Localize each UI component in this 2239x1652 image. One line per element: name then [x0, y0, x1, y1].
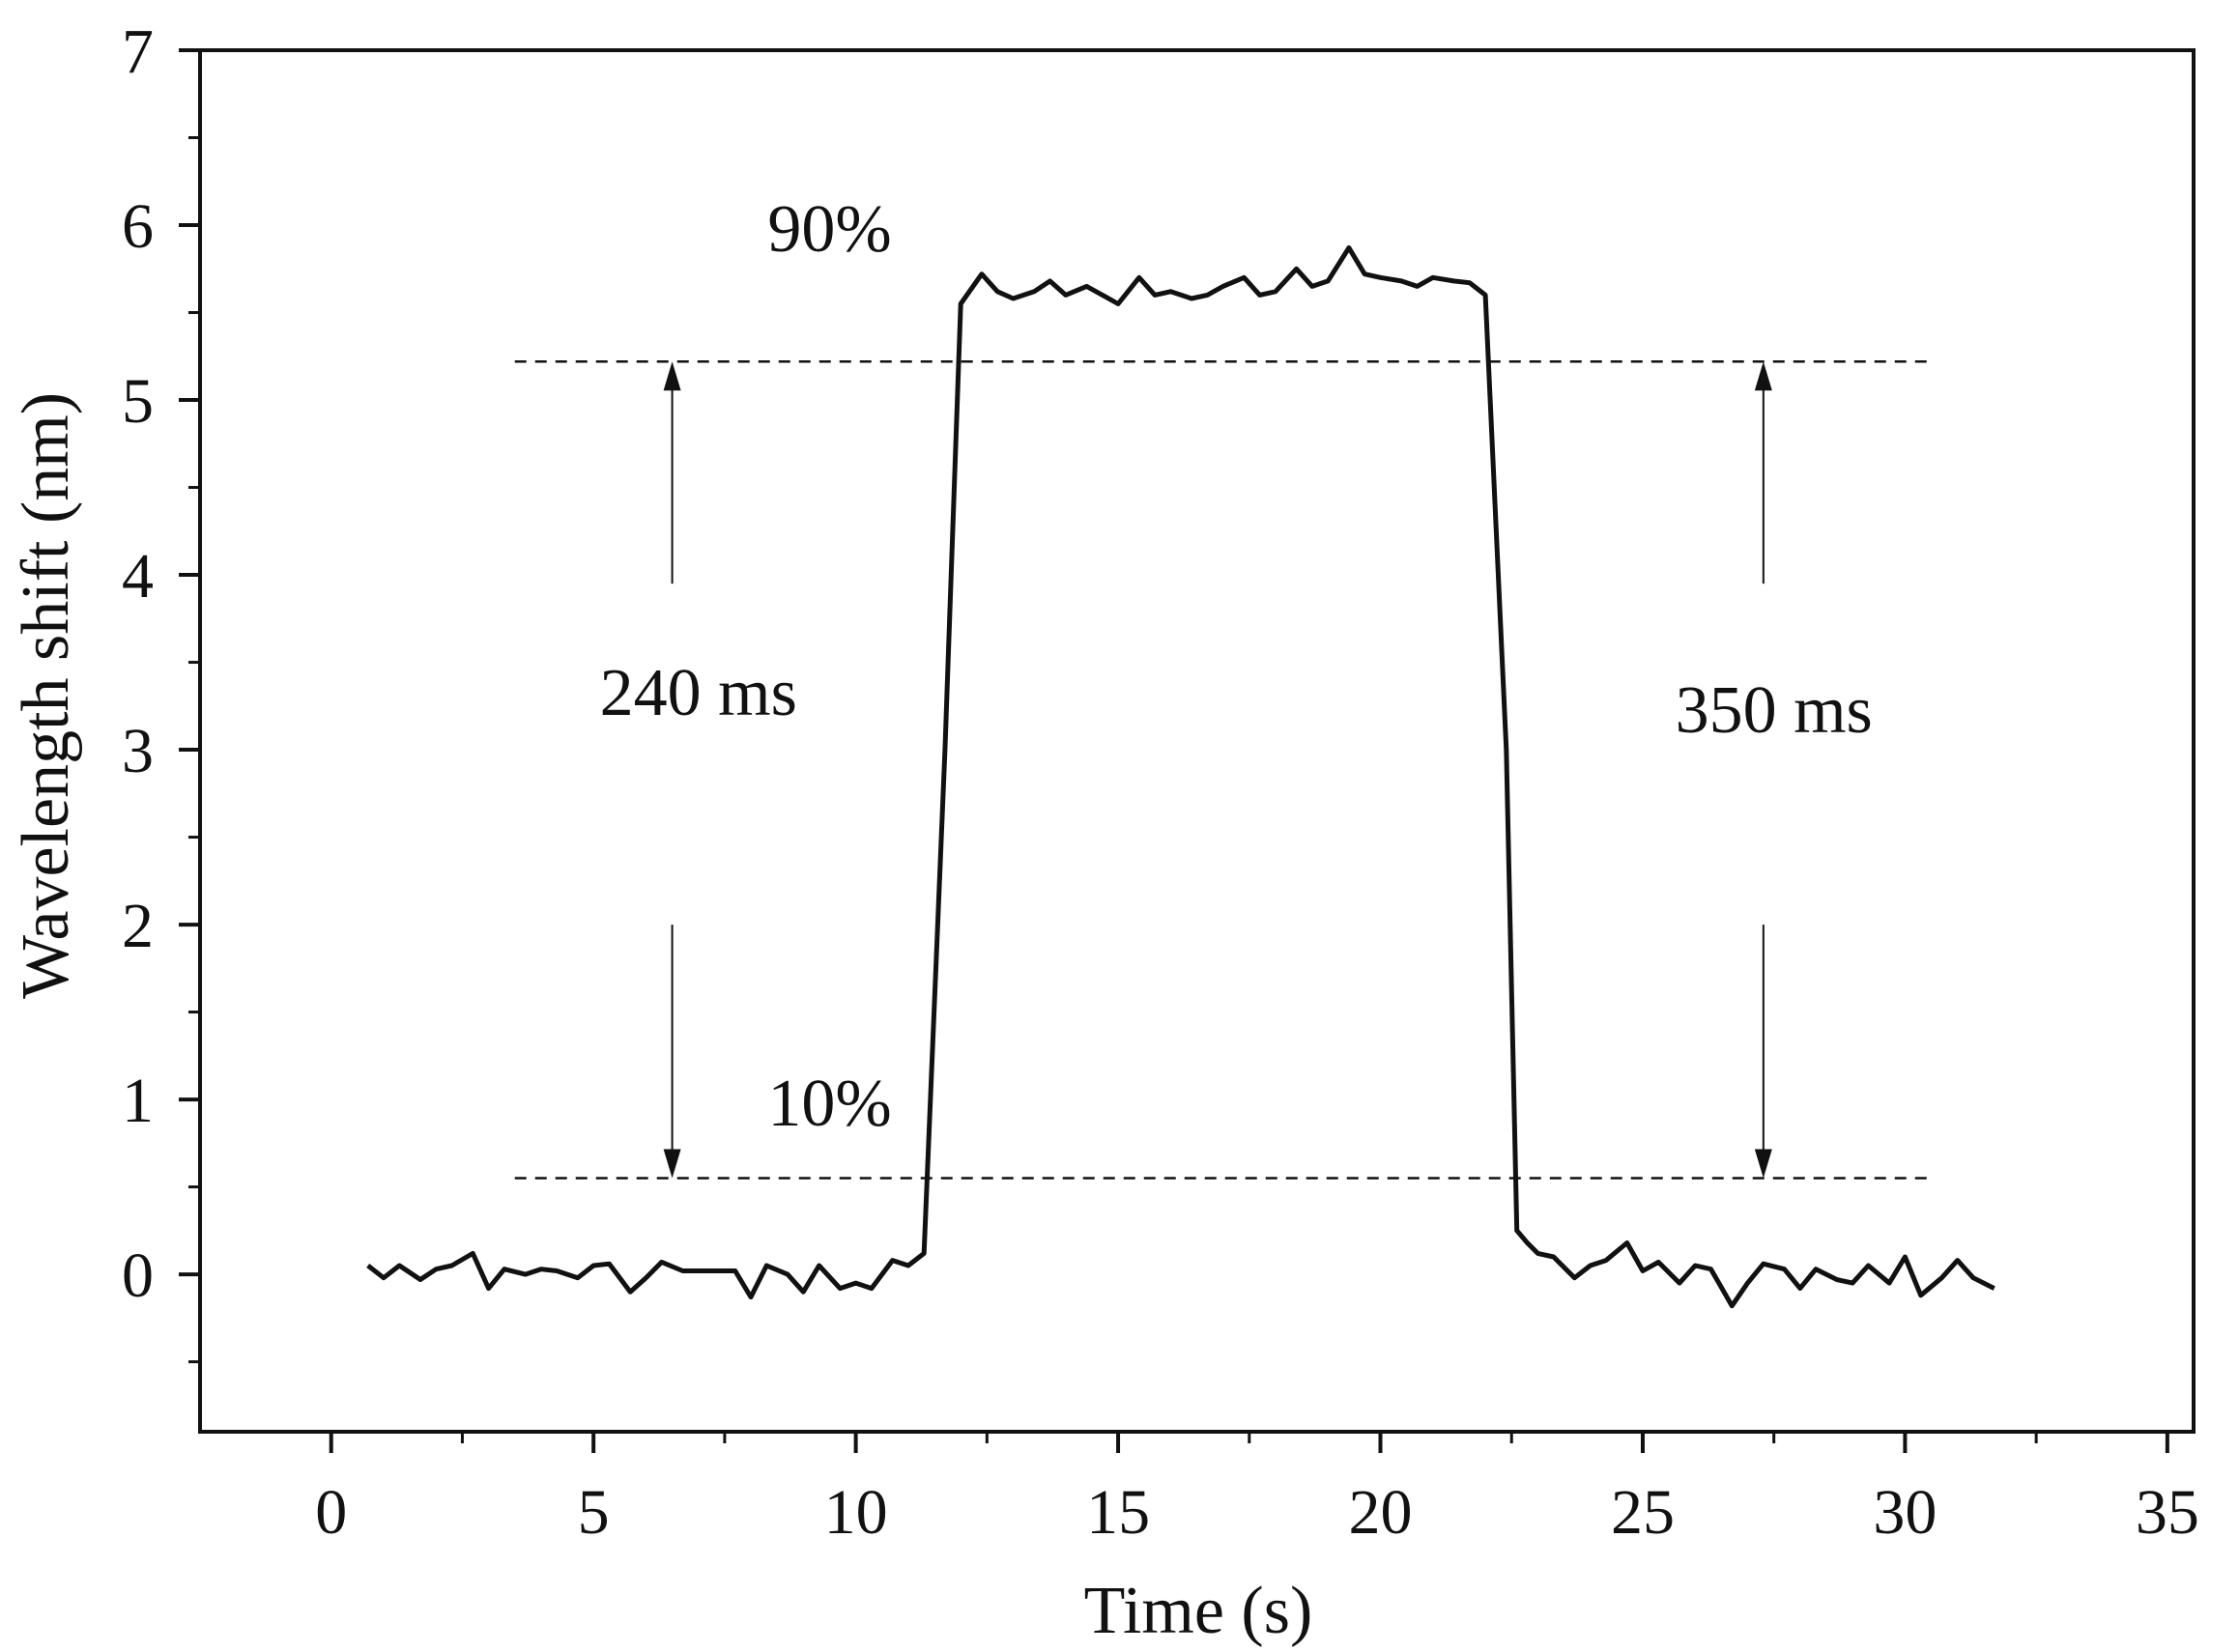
y-tick-label: 0 — [122, 1240, 154, 1311]
y-tick-label: 4 — [122, 541, 154, 612]
y-tick-label: 6 — [122, 191, 154, 262]
annotation-label: 90% — [767, 192, 891, 267]
annotation-arrows — [663, 361, 1772, 1179]
series-line — [366, 245, 1995, 1309]
reference-lines — [514, 359, 1932, 1180]
fall-upper-arrow-head — [1754, 361, 1772, 391]
y-tick-label: 5 — [122, 366, 154, 437]
x-tick-label: 10 — [824, 1477, 888, 1548]
rise-upper-arrow-head — [663, 361, 681, 391]
y-tick-label: 1 — [122, 1066, 154, 1136]
tick-labels: 0 5 10 15 20 25 30 35 0 1 2 3 4 5 6 7 — [122, 16, 2199, 1548]
x-tick-label: 35 — [2136, 1477, 2199, 1548]
annotation-label: 10% — [767, 1067, 891, 1141]
y-axis-title: Wavelength shift (nm) — [9, 392, 83, 999]
x-tick-label: 0 — [315, 1477, 347, 1548]
annotations: 90% 10% 240 ms 350 ms — [600, 192, 1873, 1141]
plot-border — [198, 48, 2196, 1434]
y-tick-label: 2 — [122, 891, 154, 961]
y-tick-label: 3 — [122, 716, 154, 786]
x-tick-label: 25 — [1611, 1477, 1675, 1548]
axis-ticks — [179, 48, 2169, 1453]
rise-lower-arrow-head — [663, 1149, 681, 1179]
plot-frame — [198, 48, 2196, 1434]
annotation-label: 350 ms — [1676, 673, 1873, 748]
fall-lower-arrow-head — [1754, 1149, 1772, 1179]
x-tick-label: 20 — [1349, 1477, 1413, 1548]
annotation-label: 240 ms — [600, 656, 797, 730]
x-tick-label: 15 — [1086, 1477, 1150, 1548]
x-tick-label: 30 — [1873, 1477, 1937, 1548]
x-tick-label: 5 — [578, 1477, 610, 1548]
y-tick-label: 7 — [122, 16, 154, 87]
x-axis-title: Time (s) — [1084, 1574, 1313, 1648]
data-series — [366, 245, 1995, 1309]
